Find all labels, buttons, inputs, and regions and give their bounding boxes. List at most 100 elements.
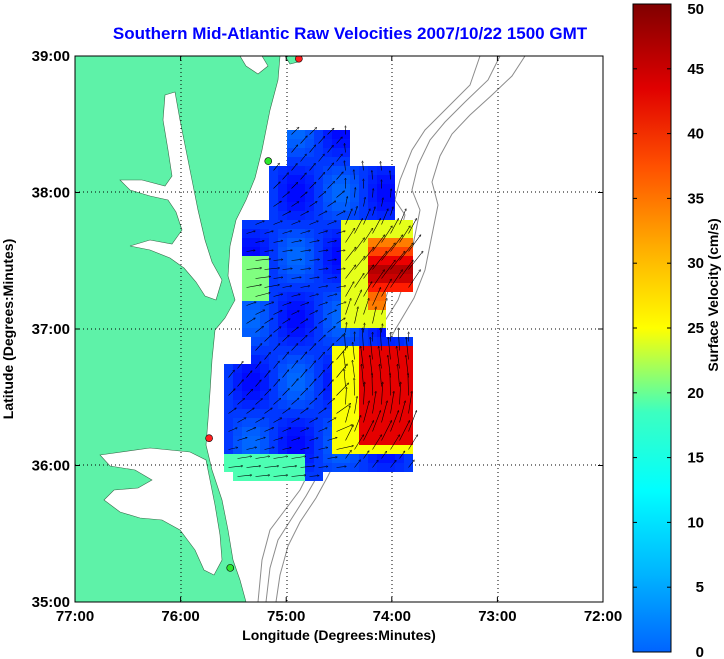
velocity-cell [350,364,359,373]
velocity-cell [350,418,359,427]
velocity-cell [395,265,404,274]
velocity-vector [291,183,298,189]
velocity-cell [395,355,404,364]
velocity-cell [278,184,287,193]
colorbar-tick-label: 5 [696,579,704,596]
velocity-vector [327,344,334,351]
velocity-vector [408,392,412,414]
velocity-vector [300,466,315,468]
velocity-vector [336,231,346,234]
velocity-vector [318,302,328,306]
velocity-cell [224,436,233,445]
velocity-vector [300,173,307,180]
velocity-vector [354,206,358,216]
velocity-vector [399,451,405,459]
velocity-cell [332,220,341,229]
velocity-vector [228,389,235,396]
velocity-cell [368,238,377,247]
velocity-vector [300,231,310,234]
velocity-cell [224,400,233,409]
velocity-vector [300,136,308,144]
velocity-vector [336,191,345,198]
velocity-cell [305,283,314,292]
velocity-vector [300,319,308,324]
velocity-cell [377,193,386,202]
velocity-vector [282,389,290,396]
velocity-cell [404,364,413,373]
velocity-vector [255,380,261,387]
velocity-vector [318,231,328,234]
radar-stations [205,56,303,572]
velocity-vector [381,226,393,243]
velocity-cell [278,310,287,319]
velocity-cell [278,418,287,427]
velocity-cell [395,373,404,382]
velocity-vector [273,398,281,405]
velocity-cell [386,166,395,175]
velocity-vector [327,182,335,189]
velocity-vector [300,370,307,378]
velocity-cell [359,337,368,346]
velocity-vector [246,268,262,270]
velocity-vector [363,265,374,279]
velocity-vector [309,379,316,387]
velocity-vector [291,241,302,243]
velocity-vector [255,221,265,225]
velocity-cell [296,346,305,355]
velocity-vector [408,270,421,288]
velocity-vector [246,250,255,252]
velocity-cell [305,193,314,202]
velocity-vector [327,277,337,279]
velocity-vector [318,319,327,324]
velocity-cell [314,292,323,301]
velocity-vector [372,288,381,306]
velocity-vector [318,137,325,144]
velocity-vector [380,364,382,387]
velocity-vector [336,154,343,162]
velocity-vector [354,274,364,288]
velocity-cell [287,139,296,148]
velocity-vector [300,211,309,216]
velocity-vector [273,327,281,333]
velocity-cell [296,130,305,139]
velocity-vector [398,364,400,387]
velocity-cell [269,337,278,346]
station-marker [205,434,213,443]
velocity-cell [305,373,314,382]
velocity-vector [246,231,256,234]
velocity-cell [296,418,305,427]
velocity-vector [237,362,243,369]
colorbar-tick-label: 25 [687,320,704,337]
velocity-cell [269,211,278,220]
velocity-vector [390,411,399,432]
velocity-vector [336,466,347,467]
velocity-vector [300,388,308,396]
velocity-vector [354,397,358,414]
velocity-cell [314,436,323,445]
velocity-cell [287,265,296,274]
velocity-cell [251,391,260,400]
velocity-cell [314,418,323,427]
velocity-vector [381,260,396,279]
velocity-vector [372,411,381,432]
velocity-vector [282,250,293,252]
velocity-cell [278,328,287,337]
velocity-vector [282,211,291,216]
velocity-vector [291,344,298,351]
velocity-vector [309,202,317,207]
velocity-vector [327,438,337,441]
velocity-cell [305,211,314,220]
velocity-vector [381,299,387,315]
velocity-vector [264,466,279,468]
velocity-cell [386,346,395,355]
velocity-cell [404,346,413,355]
velocity-vector [318,448,328,450]
velocity-cell [314,220,323,229]
velocity-vector [228,466,243,468]
velocity-vector [264,389,271,396]
velocity-vector [346,323,347,333]
velocity-cell [332,130,341,139]
colorbar-tick-label: 15 [687,450,704,467]
velocity-cell [251,283,260,292]
velocity-cell [323,337,332,346]
